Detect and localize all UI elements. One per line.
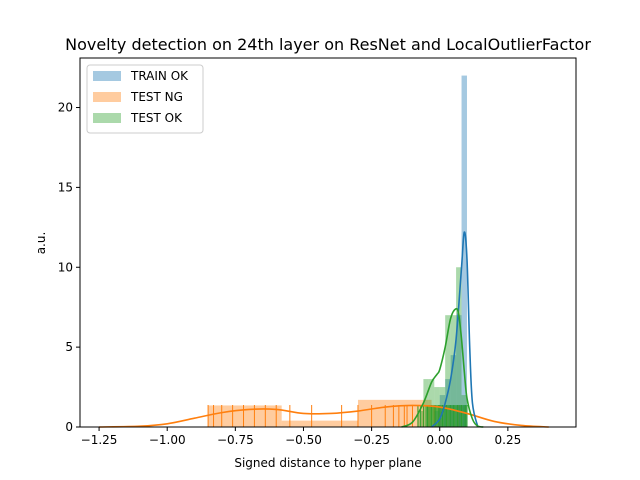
legend-swatch-test-ok bbox=[93, 113, 121, 123]
legend: TRAIN OK TEST NG TEST OK bbox=[86, 64, 204, 134]
hist-bar-test-ng-2 bbox=[357, 399, 432, 427]
plot-area bbox=[99, 75, 549, 428]
y-tick-label: 5 bbox=[65, 340, 73, 354]
hist-bar-train-ok-3 bbox=[450, 355, 457, 427]
hist-bar-test-ok-6 bbox=[450, 315, 457, 427]
x-axis-ticks: −1.25 −1.00 −0.75 −0.50 −0.25 0.00 0.25 bbox=[81, 427, 522, 447]
chart-title: Novelty detection on 24th layer on ResNe… bbox=[65, 35, 591, 54]
hist-bar-train-ok-5 bbox=[461, 75, 467, 428]
hist-bar-test-ng-0 bbox=[208, 405, 282, 427]
legend-label-test-ng: TEST NG bbox=[130, 90, 183, 104]
x-tick-label: 0.00 bbox=[426, 433, 453, 447]
y-tick-label: 0 bbox=[65, 420, 73, 434]
x-tick-label: −0.50 bbox=[285, 433, 322, 447]
x-tick-label: −0.25 bbox=[353, 433, 390, 447]
hist-bar-train-ok-2 bbox=[445, 379, 451, 427]
x-tick-label: 0.25 bbox=[495, 433, 522, 447]
legend-swatch-train-ok bbox=[93, 71, 121, 81]
y-axis-ticks: 0 5 10 15 20 bbox=[58, 101, 80, 434]
kde-curve-test-ok bbox=[401, 307, 484, 428]
x-tick-label: −1.00 bbox=[149, 433, 186, 447]
hist-bar-test-ok-5 bbox=[445, 315, 451, 427]
x-tick-label: −0.75 bbox=[217, 433, 254, 447]
y-tick-label: 20 bbox=[58, 101, 73, 115]
y-tick-label: 15 bbox=[58, 180, 73, 194]
kde-curve-train-ok bbox=[431, 231, 479, 428]
hist-bar-test-ok-1 bbox=[423, 379, 429, 427]
axes-frame bbox=[79, 57, 577, 428]
legend-swatch-test-ng bbox=[93, 92, 121, 102]
hist-bar-train-ok-4 bbox=[456, 315, 462, 427]
y-axis-label: a.u. bbox=[34, 232, 48, 255]
legend-label-test-ok: TEST OK bbox=[130, 111, 183, 125]
hist-bar-test-ok-7 bbox=[456, 267, 462, 427]
hist-bar-test-ng-1 bbox=[281, 420, 358, 427]
hist-bar-test-ok-2 bbox=[428, 379, 435, 427]
kde-curves bbox=[99, 231, 549, 428]
legend-label-train-ok: TRAIN OK bbox=[130, 69, 189, 83]
x-tick-label: −1.25 bbox=[81, 433, 118, 447]
y-tick-label: 10 bbox=[58, 260, 73, 274]
legend-frame bbox=[86, 64, 204, 134]
x-axis-label: Signed distance to hyper plane bbox=[234, 456, 421, 470]
